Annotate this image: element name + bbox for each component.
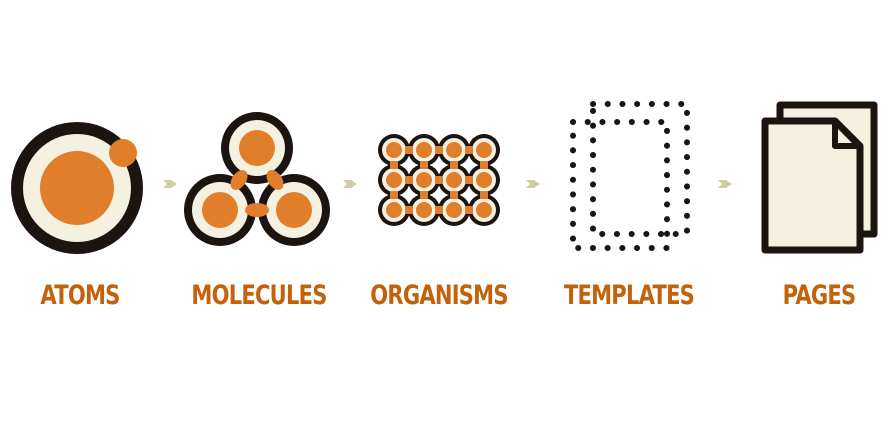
arrow-3-icon [526, 180, 540, 188]
arrow-1-icon [163, 180, 177, 188]
pages-label: PAGES [782, 280, 857, 311]
templates-label: TEMPLATES [563, 280, 695, 311]
organisms-label: ORGANISMS [370, 280, 508, 311]
organism-icon [378, 134, 500, 226]
pages-icon [761, 101, 878, 254]
arrow-4-icon [718, 180, 732, 188]
arrow-2-icon [343, 180, 357, 188]
template-icon [570, 101, 690, 251]
atom-icon [11, 122, 143, 254]
molecules-label: MOLECULES [191, 280, 327, 311]
molecule-icon [184, 112, 330, 246]
atoms-label: ATOMS [40, 280, 120, 311]
